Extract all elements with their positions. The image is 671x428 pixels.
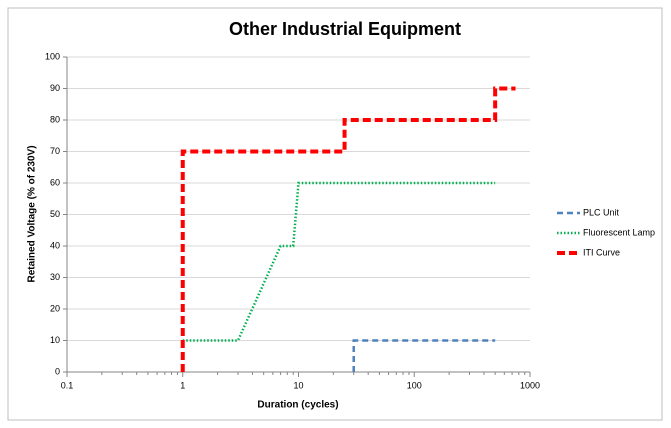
series-line [352, 339, 496, 372]
legend-label: Fluorescent Lamp [583, 227, 655, 237]
y-tick-label: 40 [50, 240, 60, 250]
series-line [180, 86, 516, 372]
y-tick-label: 30 [50, 272, 60, 282]
y-tick-label: 80 [50, 114, 60, 124]
x-tick-label: 0.1 [61, 380, 74, 390]
chart-title: Other Industrial Equipment [229, 19, 461, 39]
y-tick-label: 100 [45, 51, 60, 61]
y-tick-label: 0 [55, 366, 60, 376]
y-tick-label: 50 [50, 209, 60, 219]
y-tick-label: 10 [50, 335, 60, 345]
x-tick-label: 10 [293, 380, 303, 390]
y-axis-title: Retained Voltage (% of 230V) [27, 145, 38, 282]
y-tick-label: 90 [50, 83, 60, 93]
legend-label: ITI Curve [583, 247, 620, 257]
y-tick-label: 20 [50, 303, 60, 313]
x-axis-title: Duration (cycles) [257, 400, 338, 411]
x-tick-label: 100 [407, 380, 422, 390]
x-tick-label: 1000 [520, 380, 540, 390]
x-tick-label: 1 [180, 380, 185, 390]
y-tick-label: 70 [50, 146, 60, 156]
y-tick-label: 60 [50, 177, 60, 187]
series-line [182, 181, 496, 342]
legend-label: PLC Unit [583, 207, 620, 217]
